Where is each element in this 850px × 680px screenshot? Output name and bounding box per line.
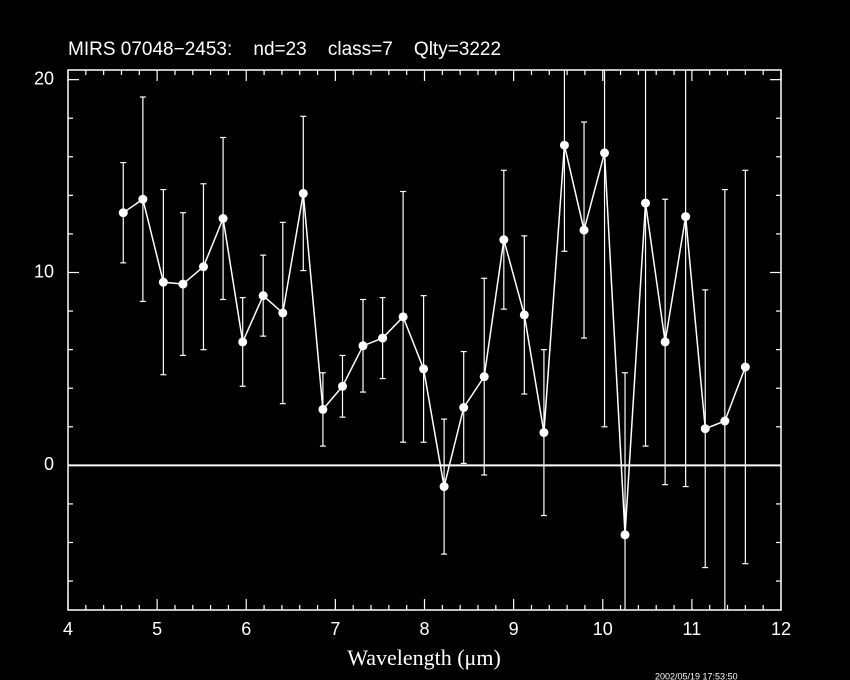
data-point [138, 194, 148, 204]
x-tick-label: 12 [771, 619, 791, 639]
data-point [579, 225, 589, 235]
data-point [258, 291, 268, 301]
data-point [338, 381, 348, 391]
data-point [278, 308, 288, 318]
x-tick-label: 6 [241, 619, 251, 639]
data-point [559, 140, 569, 150]
x-tick-label: 10 [593, 619, 613, 639]
data-point [660, 337, 670, 347]
data-point [238, 337, 248, 347]
data-point [720, 416, 730, 426]
x-tick-label: 5 [152, 619, 162, 639]
chart-title: MIRS 07048−2453: nd=23 class=7 Qlty=3222 [68, 39, 501, 60]
y-tick-label: 10 [34, 261, 54, 281]
data-point [740, 362, 750, 372]
data-point [118, 208, 128, 218]
plot-area [118, 70, 750, 610]
data-point [681, 212, 691, 222]
x-tick-label: 8 [419, 619, 429, 639]
x-tick-label: 4 [63, 619, 73, 639]
data-point [398, 312, 408, 322]
x-tick-label: 11 [683, 619, 702, 639]
data-line [122, 145, 747, 535]
data-point [198, 262, 208, 272]
data-point [378, 333, 388, 343]
data-point [641, 198, 651, 208]
x-axis-label: Wavelength (μm) [347, 645, 501, 670]
data-point [318, 404, 328, 414]
data-point [218, 214, 228, 223]
x-tick-label: 7 [330, 619, 340, 639]
y-tick-label: 20 [34, 68, 54, 88]
data-point [419, 364, 429, 374]
y-tick-label: 0 [44, 454, 54, 474]
data-point [620, 530, 630, 540]
data-point [600, 148, 610, 158]
data-point [499, 235, 509, 245]
data-point [700, 424, 710, 434]
data-point [298, 188, 308, 198]
data-point [158, 277, 168, 287]
data-point [519, 310, 529, 320]
data-point [358, 341, 368, 351]
x-tick-label: 9 [509, 619, 519, 639]
data-point [178, 279, 188, 289]
data-point [439, 482, 449, 492]
data-point [459, 403, 469, 412]
footer: 2002/05/19 17:53:50 [655, 671, 738, 680]
data-point [539, 428, 549, 438]
data-point [479, 372, 489, 382]
